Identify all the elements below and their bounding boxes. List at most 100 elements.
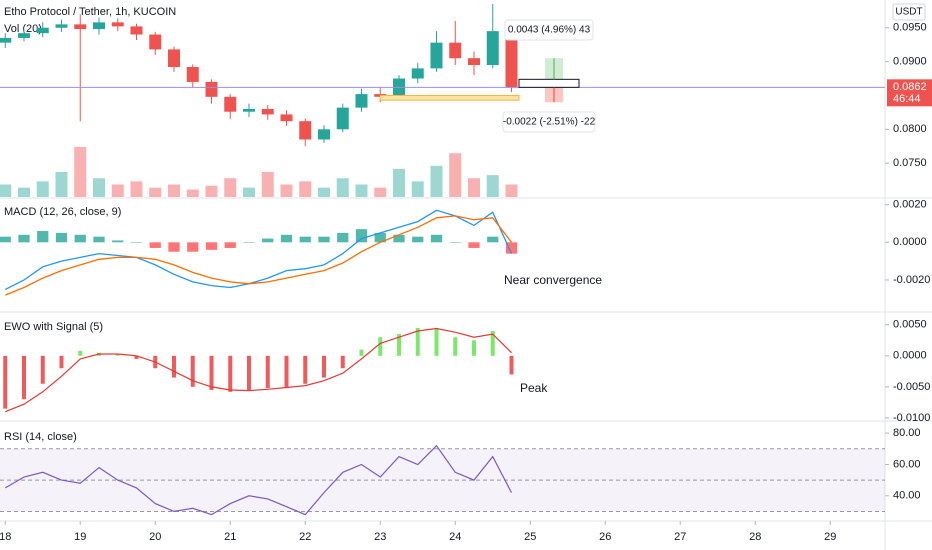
candle-body: [0, 37, 12, 43]
volume-bar: [355, 184, 368, 197]
y-tick-label: 0.0900: [893, 56, 927, 68]
candle-body: [336, 107, 349, 130]
candle-body: [55, 24, 68, 28]
annotation: Near convergence: [504, 273, 602, 287]
volume-bar: [0, 184, 12, 197]
volume-bar: [224, 178, 237, 197]
x-tick-label: 21: [224, 531, 236, 543]
annotation: Peak: [520, 381, 548, 395]
stop-label: -0.0022 (-2.51%) -22: [503, 117, 596, 128]
candle-body: [149, 34, 162, 50]
volume-bar: [186, 189, 199, 197]
candle-body: [186, 67, 199, 82]
volume-bar: [393, 168, 405, 197]
volume-bar: [130, 181, 143, 197]
candle-body: [261, 108, 274, 115]
histogram-bar: [112, 240, 124, 243]
candle-body: [111, 22, 124, 27]
x-tick-label: 29: [824, 531, 836, 543]
histogram-bar: [393, 234, 405, 243]
y-tick-label: 60.00: [893, 458, 921, 470]
histogram-bar: [74, 234, 86, 243]
volume-bar: [449, 153, 462, 197]
histogram-bar: [149, 242, 161, 248]
histogram-bar: [412, 236, 424, 243]
histogram-bar: [262, 238, 274, 243]
candle-body: [130, 26, 143, 35]
position-entry: [518, 78, 580, 88]
target-label: 0.0043 (4.96%) 43: [508, 25, 591, 36]
x-tick-label: 19: [74, 531, 86, 543]
volume-bar: [280, 184, 293, 197]
chart-title: Etho Protocol / Tether, 1h, KUCOIN: [4, 6, 176, 18]
x-tick-label: 27: [674, 531, 686, 543]
candle-body: [449, 42, 462, 59]
candle-body: [168, 49, 180, 68]
candle-body: [505, 31, 518, 88]
candle-body: [36, 27, 49, 34]
volume-bar: [374, 187, 387, 197]
y-tick-label: 40.00: [893, 490, 921, 502]
candle-body: [93, 22, 105, 30]
volume-bar: [168, 184, 180, 197]
volume-bar: [468, 178, 480, 197]
histogram-bar: [37, 231, 49, 243]
histogram-bar: [374, 232, 386, 243]
y-tick-label: 0.0000: [893, 236, 927, 248]
last-price-box: [887, 79, 932, 107]
volume-bar: [243, 187, 255, 197]
y-tick-label: 80.00: [893, 427, 921, 439]
y-tick-label: 0.0050: [893, 319, 927, 331]
histogram-bar: [337, 232, 349, 243]
histogram-bar: [430, 234, 443, 243]
candle-body: [18, 33, 30, 38]
candle-body: [430, 42, 443, 69]
histogram-bar: [280, 234, 293, 243]
y-tick-label: 0.0950: [893, 22, 927, 34]
volume-bar: [299, 181, 312, 197]
volume-bar: [205, 185, 218, 197]
histogram-bar: [318, 236, 330, 243]
y-tick-label: -0.0100: [893, 412, 930, 424]
candle-body: [205, 81, 218, 97]
x-tick-label: 25: [524, 531, 536, 543]
y-tick-label: 0.0800: [893, 123, 927, 135]
volume-label: Vol (20): [4, 23, 42, 35]
signal-line: [5, 215, 513, 296]
histogram-bar: [355, 229, 368, 243]
target-label-box: [504, 19, 594, 41]
x-tick-label: 24: [449, 531, 461, 543]
histogram-bar: [168, 242, 180, 252]
histogram-bar: [224, 242, 236, 248]
volume-bar: [55, 172, 68, 197]
x-tick-label: 20: [149, 531, 161, 543]
volume-bar: [149, 187, 162, 197]
histogram-bar: [18, 234, 30, 243]
unit-label: USDT: [895, 7, 922, 18]
candle-body: [411, 68, 424, 79]
macd-line: [5, 209, 513, 290]
candle-body: [355, 94, 368, 108]
pane-title: MACD (12, 26, close, 9): [4, 206, 121, 218]
histogram-bar: [505, 242, 518, 254]
x-tick-label: 26: [599, 531, 611, 543]
volume-bar: [486, 175, 499, 197]
y-tick-label: -0.0020: [893, 274, 930, 286]
candle-body: [243, 108, 255, 112]
volume-bar: [336, 178, 349, 197]
unit-box: [892, 3, 926, 21]
x-tick-label: 22: [299, 531, 311, 543]
candle-body: [468, 58, 480, 65]
histogram-bar: [55, 232, 68, 243]
histogram-bar: [468, 242, 480, 248]
histogram-bar: [205, 242, 218, 250]
volume-bar: [411, 181, 424, 197]
candle-body: [299, 121, 312, 140]
ewo-signal-line: [5, 327, 512, 413]
pane-title: EWO with Signal (5): [4, 321, 103, 333]
histogram-bar: [93, 236, 105, 243]
candle-body: [318, 129, 330, 140]
histogram-bar: [243, 242, 255, 243]
volume-bar: [93, 178, 105, 197]
countdown-label: 46:44: [893, 93, 921, 105]
